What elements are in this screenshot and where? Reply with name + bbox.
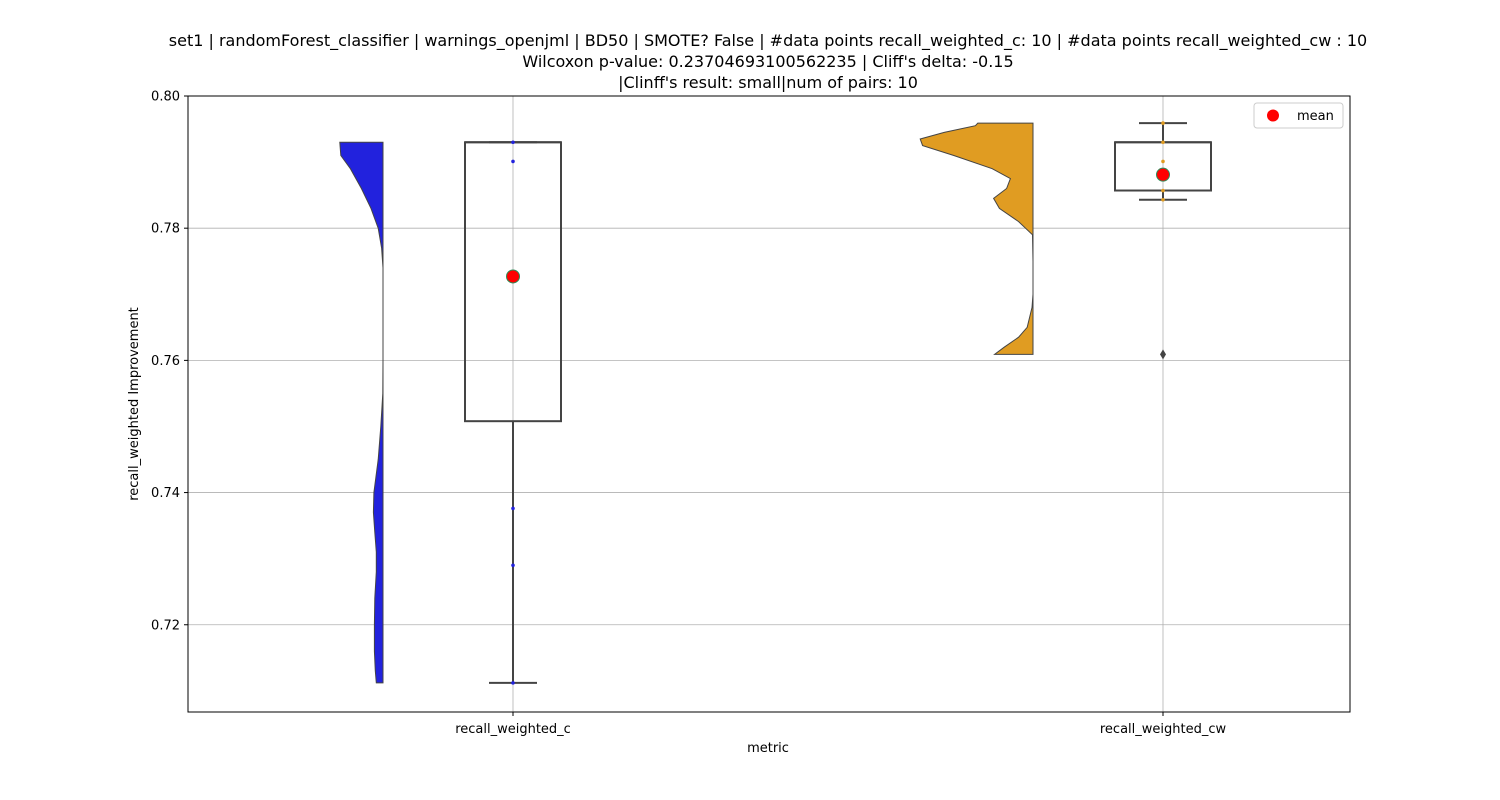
data-point <box>1161 140 1165 145</box>
data-point <box>511 563 515 568</box>
legend: mean <box>1253 102 1344 129</box>
title-line-3: |Clinff's result: small|num of pairs: 10 <box>618 73 918 92</box>
mean-marker-recall_weighted_cw <box>1156 167 1170 182</box>
y-tick-label: 0.76 <box>151 354 180 369</box>
y-tick-label: 0.74 <box>151 486 180 501</box>
y-axis-ticks: 0.72 0.74 0.76 0.78 0.80 <box>151 90 188 633</box>
violin-layer <box>339 122 1034 684</box>
title-line-1: set1 | randomForest_classifier | warning… <box>169 31 1367 51</box>
chart-title: set1 | randomForest_classifier | warning… <box>169 31 1367 92</box>
mean-marker-recall_weighted_c <box>506 269 520 284</box>
y-axis-label: recall_weighted Improvement <box>127 307 142 501</box>
data-point <box>511 681 515 685</box>
data-point <box>1161 121 1165 125</box>
y-tick-label: 0.72 <box>151 618 180 633</box>
outlier-point <box>1160 349 1166 360</box>
data-point <box>511 506 515 511</box>
data-point <box>1161 188 1165 193</box>
title-line-2: Wilcoxon p-value: 0.23704693100562235 | … <box>522 52 1013 71</box>
x-tick-label: recall_weighted_cw <box>1100 722 1227 737</box>
x-tick-label: recall_weighted_c <box>455 722 571 737</box>
legend-box <box>1253 102 1344 129</box>
violin-recall_weighted_cw <box>919 122 1034 355</box>
x-axis-ticks: recall_weighted_c recall_weighted_cw <box>455 712 1226 737</box>
points-layer <box>506 121 1170 685</box>
data-point <box>1161 197 1165 202</box>
y-tick-label: 0.78 <box>151 222 180 237</box>
legend-mean-marker <box>1267 109 1279 122</box>
legend-mean-label: mean <box>1297 109 1334 124</box>
plot-frame <box>187 95 1351 713</box>
y-tick-label: 0.80 <box>151 90 180 105</box>
data-point <box>1161 159 1165 164</box>
data-point <box>511 140 515 145</box>
violin-recall_weighted_c <box>339 141 384 684</box>
x-axis-label: metric <box>747 741 789 756</box>
data-point <box>511 159 515 164</box>
